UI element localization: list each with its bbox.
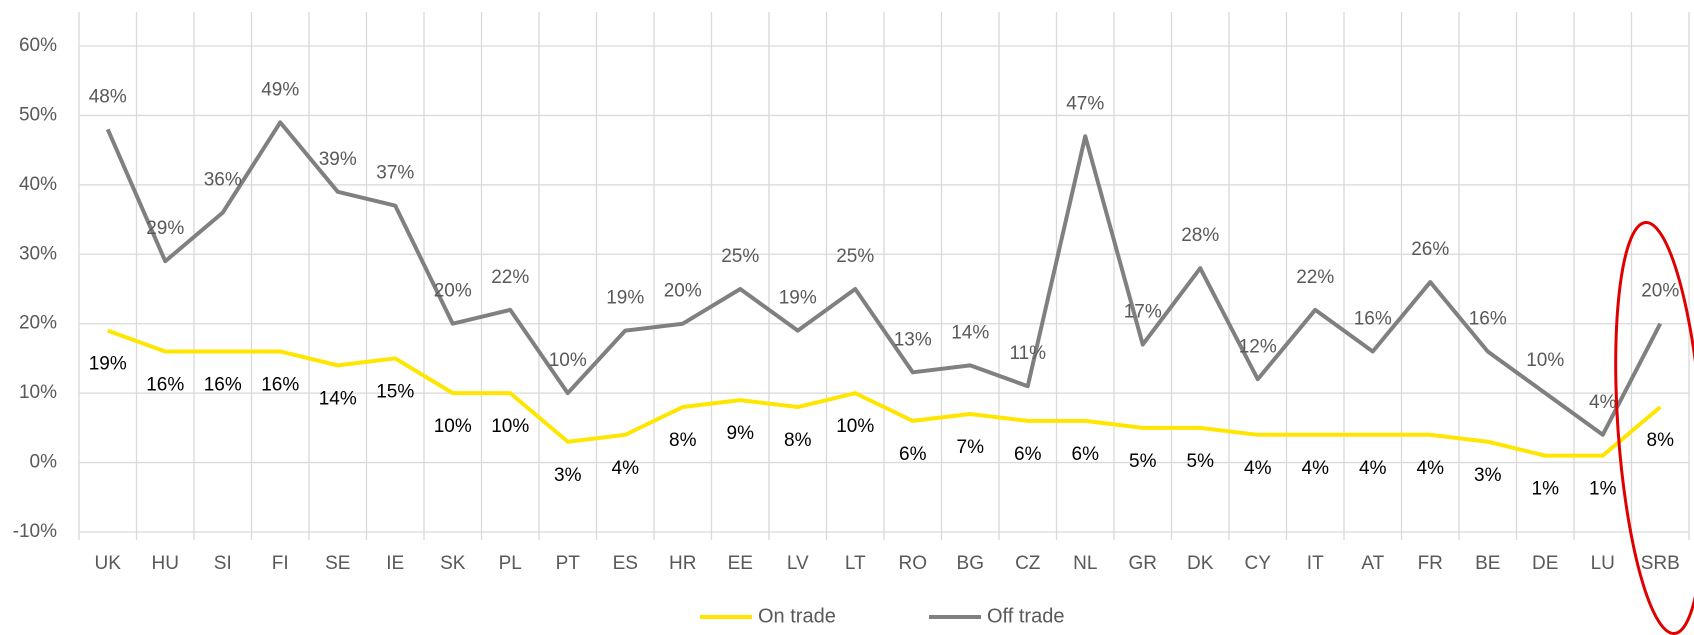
y-tick-label: 60% <box>19 35 57 56</box>
data-label: 3% <box>1474 465 1502 486</box>
x-tick-label: SK <box>440 553 466 574</box>
data-label: 39% <box>319 149 357 170</box>
y-tick-label: -10% <box>13 521 57 542</box>
x-tick-label: EE <box>728 553 753 574</box>
y-tick-label: 40% <box>19 174 57 195</box>
data-label: 6% <box>1014 444 1042 465</box>
x-tick-label: BG <box>957 553 984 574</box>
x-tick-label: IT <box>1307 553 1324 574</box>
data-label: 6% <box>1072 444 1100 465</box>
data-label: 9% <box>727 423 755 444</box>
data-label: 19% <box>89 354 127 375</box>
data-label: 49% <box>261 79 299 100</box>
x-tick-label: SE <box>325 553 350 574</box>
data-label: 16% <box>1354 309 1392 330</box>
x-tick-label: RO <box>899 553 928 574</box>
x-tick-label: PT <box>556 553 581 574</box>
data-label: 37% <box>376 163 414 184</box>
data-label: 4% <box>1359 458 1387 479</box>
x-tick-label: CY <box>1245 553 1272 574</box>
data-label: 12% <box>1239 336 1277 357</box>
data-label: 4% <box>1589 392 1617 413</box>
x-tick-label: FI <box>272 553 289 574</box>
x-tick-label: UK <box>95 553 122 574</box>
data-label: 17% <box>1124 302 1162 323</box>
data-label: 4% <box>1302 458 1330 479</box>
legend-label: On trade <box>758 605 836 627</box>
x-tick-label: ES <box>613 553 638 574</box>
data-label: 14% <box>319 388 357 409</box>
data-label: 8% <box>784 430 812 451</box>
data-label: 3% <box>554 465 582 486</box>
x-tick-label: DK <box>1187 553 1214 574</box>
y-tick-label: 10% <box>19 382 57 403</box>
data-label: 10% <box>434 416 472 437</box>
data-label: 1% <box>1532 479 1560 500</box>
data-label: 14% <box>951 322 989 343</box>
data-label: 15% <box>376 381 414 402</box>
x-tick-label: LU <box>1591 553 1615 574</box>
data-label: 6% <box>899 444 927 465</box>
data-label: 48% <box>89 86 127 107</box>
y-tick-label: 0% <box>30 452 58 473</box>
x-tick-label: BE <box>1475 553 1500 574</box>
legend-label: Off trade <box>987 605 1064 627</box>
line-series <box>107 328 1662 458</box>
data-label: 4% <box>612 458 640 479</box>
line-series <box>105 120 1663 437</box>
data-label: 22% <box>491 267 529 288</box>
x-tick-label: SRB <box>1641 553 1680 574</box>
highlight-ellipse <box>1614 220 1694 635</box>
data-label: 36% <box>204 170 242 191</box>
x-tick-label: IE <box>386 553 404 574</box>
data-label: 10% <box>491 416 529 437</box>
x-tick-label: AT <box>1361 553 1384 574</box>
x-tick-label: DE <box>1532 553 1558 574</box>
data-label: 16% <box>1469 309 1507 330</box>
data-label: 20% <box>1641 281 1679 302</box>
data-label: 16% <box>146 375 184 396</box>
data-label: 10% <box>1526 350 1564 371</box>
data-label: 26% <box>1411 239 1449 260</box>
x-tick-label: HU <box>152 553 179 574</box>
data-label: 4% <box>1417 458 1445 479</box>
data-label: 5% <box>1129 451 1157 472</box>
data-label: 29% <box>146 218 184 239</box>
data-label: 11% <box>1009 343 1046 364</box>
x-tick-label: PL <box>499 553 522 574</box>
data-label: 8% <box>669 430 697 451</box>
x-tick-label: LV <box>787 553 809 574</box>
x-tick-label: CZ <box>1015 553 1041 574</box>
data-label: 22% <box>1296 267 1334 288</box>
data-label: 13% <box>894 329 932 350</box>
y-tick-label: 30% <box>19 243 57 264</box>
data-label: 10% <box>549 350 587 371</box>
data-label: 5% <box>1187 451 1215 472</box>
data-label: 10% <box>836 416 874 437</box>
x-tick-label: FR <box>1418 553 1443 574</box>
y-tick-label: 20% <box>19 313 57 334</box>
data-label: 4% <box>1244 458 1272 479</box>
data-label: 25% <box>836 246 874 267</box>
data-label: 19% <box>606 288 644 309</box>
data-label: 47% <box>1066 93 1104 114</box>
data-label: 28% <box>1181 225 1219 246</box>
data-label: 7% <box>957 437 985 458</box>
data-label: 19% <box>779 288 817 309</box>
data-label: 1% <box>1589 479 1617 500</box>
data-label: 16% <box>204 375 242 396</box>
data-label: 20% <box>434 281 472 302</box>
x-tick-label: GR <box>1129 553 1158 574</box>
x-tick-label: LT <box>845 553 866 574</box>
x-tick-label: NL <box>1073 553 1097 574</box>
data-label: 8% <box>1647 430 1675 451</box>
data-label: 20% <box>664 281 702 302</box>
data-label: 25% <box>721 246 759 267</box>
x-tick-label: SI <box>214 553 232 574</box>
y-tick-label: 50% <box>19 104 57 125</box>
x-tick-label: HR <box>669 553 696 574</box>
data-label: 16% <box>261 375 299 396</box>
